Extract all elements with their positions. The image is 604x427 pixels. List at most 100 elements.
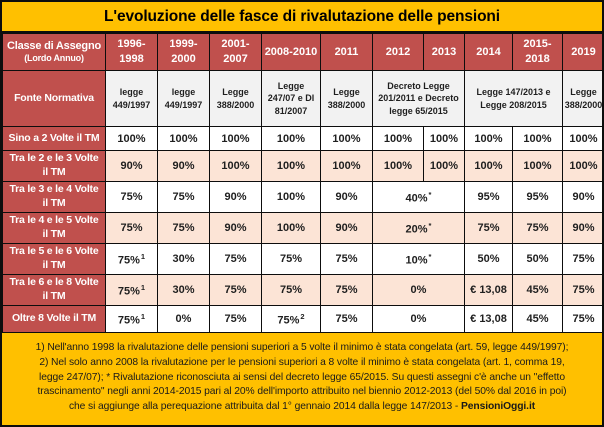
brand-name: PensioniOggi.it	[461, 400, 536, 412]
year-column-header: 2011	[320, 33, 373, 71]
row-label: Tra le 5 e le 6 Volte il TM	[2, 243, 106, 275]
table-row: Tra le 3 e le 4 Volte il TM 75% 75% 90% …	[2, 181, 602, 213]
value-cell: 95%	[512, 181, 563, 213]
value-cell: 0%	[157, 305, 210, 333]
value-cell: 75%	[261, 274, 321, 306]
corner-header: Classe di Assegno (Lordo Annuo)	[2, 33, 106, 71]
value-cell: 100%	[320, 126, 373, 151]
value-cell: 75%1	[105, 243, 158, 275]
value-cell: 100%	[105, 126, 158, 151]
value-cell: 75%2	[261, 305, 321, 333]
value-cell: 90%	[562, 181, 602, 213]
value-cell: 100%	[464, 150, 513, 182]
value-cell: 50%	[464, 243, 513, 275]
value-cell: 90%	[105, 150, 158, 182]
value-cell: 45%	[512, 274, 563, 306]
value-cell: 75%	[209, 305, 262, 333]
value-cell: 100%	[157, 126, 210, 151]
value-cell-merged: 0%	[372, 274, 465, 306]
value-cell: 90%	[209, 212, 262, 244]
row-label: Tra le 4 e le 5 Volte il TM	[2, 212, 106, 244]
value-cell: 75%1	[105, 305, 158, 333]
value-cell: 100%	[423, 126, 465, 151]
year-column-header: 2008-2010	[261, 33, 321, 71]
year-column-header: 2001-2007	[209, 33, 262, 71]
value-cell-merged: 20%*	[372, 212, 465, 244]
table-row: Tra le 4 e le 5 Volte il TM 75% 75% 90% …	[2, 212, 602, 244]
value-cell: 90%	[320, 181, 373, 213]
value-cell: 90%	[209, 181, 262, 213]
footnote-line: 1) Nell'anno 1998 la rivalutazione delle…	[35, 342, 569, 354]
value-cell-merged: 40%*	[372, 181, 465, 213]
value-cell: 45%	[512, 305, 563, 333]
footnote-line: legge 247/07); * Rivalutazione riconosci…	[39, 371, 565, 383]
year-column-header: 2012	[372, 33, 424, 71]
value-cell: 75%	[562, 243, 602, 275]
fonte-cell: Legge 388/2000	[209, 70, 262, 127]
table-row: Sino a 2 Volte il TM 100% 100% 100% 100%…	[2, 126, 602, 151]
value-cell: 100%	[464, 126, 513, 151]
year-column-header: 1999-2000	[157, 33, 210, 71]
value-cell: 75%	[320, 274, 373, 306]
value-cell: 75%	[320, 305, 373, 333]
year-column-header: 2013	[423, 33, 465, 71]
value-cell: 75%	[157, 212, 210, 244]
value-cell: 100%	[261, 181, 321, 213]
value-cell: € 13,08	[464, 274, 513, 306]
value-cell: 75%	[209, 274, 262, 306]
year-column-header: 1996-1998	[105, 33, 158, 71]
value-cell-merged: 0%	[372, 305, 465, 333]
value-cell: 100%	[562, 126, 602, 151]
value-cell: 30%	[157, 243, 210, 275]
corner-header-line1: Classe di Assegno	[6, 40, 101, 52]
value-cell: 75%	[320, 243, 373, 275]
row-label: Oltre 8 Volte il TM	[2, 305, 106, 333]
row-label: Tra le 6 e le 8 Volte il TM	[2, 274, 106, 306]
value-cell: 100%	[372, 150, 424, 182]
value-cell: 100%	[512, 126, 563, 151]
value-cell: 100%	[562, 150, 602, 182]
value-cell: 100%	[261, 212, 321, 244]
footnote-line-last: che si aggiunge alla perequazione attrib…	[68, 400, 536, 412]
fonte-cell: Decreto Legge 201/2011 e Decreto legge 6…	[372, 70, 465, 127]
value-cell: 100%	[372, 126, 424, 151]
table-row: Tra le 6 e le 8 Volte il TM 75%1 30% 75%…	[2, 274, 602, 306]
fonte-cell: legge 449/1997	[105, 70, 158, 127]
value-cell: 75%	[209, 243, 262, 275]
value-cell: 100%	[261, 150, 321, 182]
value-cell: 90%	[562, 212, 602, 244]
value-cell: 90%	[320, 212, 373, 244]
value-cell: 100%	[209, 126, 262, 151]
value-cell: 100%	[209, 150, 262, 182]
fonte-normativa-row: Fonte Normativa legge 449/1997 legge 449…	[2, 70, 602, 127]
table-row: Tra le 5 e le 6 Volte il TM 75%1 30% 75%…	[2, 243, 602, 275]
fonte-cell: Legge 147/2013 e Legge 208/2015	[464, 70, 563, 127]
year-column-header: 2014	[464, 33, 513, 71]
value-cell: 100%	[320, 150, 373, 182]
corner-header-line2: (Lordo Annuo)	[24, 53, 84, 64]
value-cell: € 13,08	[464, 305, 513, 333]
row-label-fonte: Fonte Normativa	[2, 70, 106, 127]
fonte-cell: Legge 388/2000	[562, 70, 602, 127]
value-cell: 100%	[512, 150, 563, 182]
row-label: Sino a 2 Volte il TM	[2, 126, 106, 151]
value-cell: 50%	[512, 243, 563, 275]
value-cell: 75%	[512, 212, 563, 244]
fonte-cell: legge 449/1997	[157, 70, 210, 127]
value-cell: 75%	[105, 212, 158, 244]
row-label: Tra le 2 e le 3 Volte il TM	[2, 150, 106, 182]
value-cell: 75%1	[105, 274, 158, 306]
fonte-cell: Legge 247/07 e Dl 81/2007	[261, 70, 321, 127]
row-label: Tra le 3 e le 4 Volte il TM	[2, 181, 106, 213]
value-cell: 100%	[261, 126, 321, 151]
value-cell: 30%	[157, 274, 210, 306]
year-column-header: 2015-2018	[512, 33, 563, 71]
footnotes: 1) Nell'anno 1998 la rivalutazione delle…	[2, 333, 602, 425]
value-cell: 95%	[464, 181, 513, 213]
year-header-row: Classe di Assegno (Lordo Annuo) 1996-199…	[2, 33, 602, 71]
value-cell: 75%	[562, 274, 602, 306]
page-title: L'evoluzione delle fasce di rivalutazion…	[2, 2, 602, 33]
value-cell: 75%	[464, 212, 513, 244]
value-cell: 75%	[157, 181, 210, 213]
